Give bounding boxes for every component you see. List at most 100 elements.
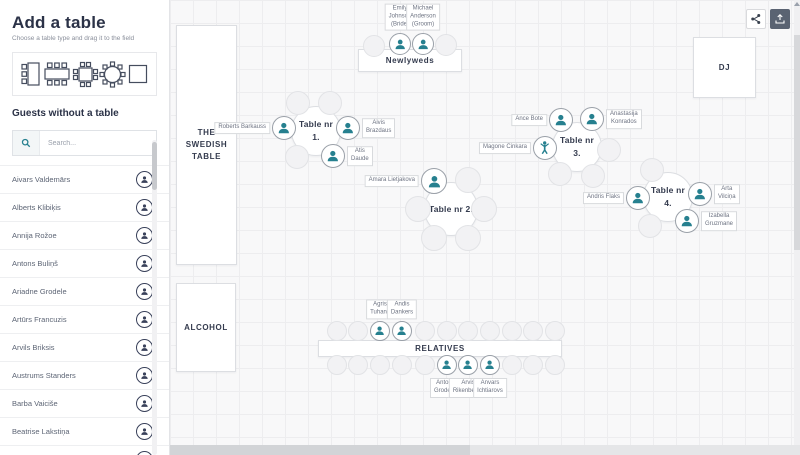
seat-occupied[interactable] — [389, 33, 411, 55]
seat-empty[interactable] — [286, 91, 310, 115]
guest-list-item[interactable]: Arvils Briksis — [0, 334, 169, 362]
guest-list-item[interactable]: Beatrise Lakstiņa — [0, 418, 169, 446]
guest-avatar-icon[interactable] — [136, 283, 153, 300]
floor-plan-canvas[interactable]: THE SWEDISH TABLE Newlyweds DJ ALCOHOL RELAT… — [170, 0, 800, 455]
seat-empty[interactable] — [471, 196, 497, 222]
seat-empty[interactable] — [523, 321, 543, 341]
seat-empty[interactable] — [640, 158, 664, 182]
seat-empty[interactable] — [435, 34, 457, 56]
guest-list-item[interactable]: Alberts Klibiķis — [0, 194, 169, 222]
seat-empty[interactable] — [502, 321, 522, 341]
seat-occupied[interactable] — [321, 144, 345, 168]
vertical-scrollbar[interactable] — [794, 0, 800, 445]
guest-list-item[interactable]: Antons Buliņš — [0, 250, 169, 278]
seat-empty[interactable] — [455, 167, 481, 193]
seat-empty[interactable] — [548, 162, 572, 186]
seat-empty[interactable] — [502, 355, 522, 375]
seat-occupied[interactable] — [688, 182, 712, 206]
guest-avatar-icon[interactable] — [136, 171, 153, 188]
seat-empty[interactable] — [638, 214, 662, 238]
table-shape-vertical-rect[interactable] — [20, 61, 42, 87]
guest-avatar-icon[interactable] — [136, 255, 153, 272]
table-swedish-table[interactable]: THE SWEDISH TABLE — [176, 25, 237, 265]
person-icon — [395, 39, 405, 49]
page-title: Add a table — [12, 13, 106, 32]
person-icon — [463, 360, 473, 370]
seat-empty[interactable] — [421, 225, 447, 251]
seat-occupied[interactable] — [458, 355, 478, 375]
guest-list-item[interactable]: Artūrs Francuzis — [0, 306, 169, 334]
seat-empty[interactable] — [318, 91, 342, 115]
seat-empty[interactable] — [285, 145, 309, 169]
seat-empty[interactable] — [327, 321, 347, 341]
sidebar-scrollbar-thumb[interactable] — [152, 142, 157, 190]
seat-empty[interactable] — [455, 225, 481, 251]
table-shape-horizontal-rect[interactable] — [43, 61, 71, 87]
table-shape-square[interactable] — [72, 61, 99, 88]
seat-occupied[interactable] — [336, 116, 360, 140]
guest-avatar-icon[interactable] — [136, 367, 153, 384]
guest-name: Antons Buliņš — [12, 259, 58, 268]
guest-list-item[interactable]: Ariadne Grodele — [0, 278, 169, 306]
scroll-up-arrow-icon[interactable] — [794, 2, 800, 6]
seat-empty[interactable] — [405, 196, 431, 222]
guest-name: Alberts Klibiķis — [12, 203, 61, 212]
seat-empty[interactable] — [415, 355, 435, 375]
seat-empty[interactable] — [597, 138, 621, 162]
table-shape-plain-square[interactable] — [127, 61, 149, 87]
guest-avatar-icon[interactable] — [136, 423, 153, 440]
guest-avatar-icon[interactable] — [136, 227, 153, 244]
guest-list-item[interactable]: Austrums Standers — [0, 362, 169, 390]
seat-empty[interactable] — [415, 321, 435, 341]
seat-occupied[interactable] — [412, 33, 434, 55]
seat-occupied[interactable] — [370, 321, 390, 341]
seat-occupied[interactable] — [437, 355, 457, 375]
seat-empty[interactable] — [545, 321, 565, 341]
table-shape-round[interactable] — [99, 60, 126, 88]
guest-name-label: Arta Vilciņa — [714, 184, 740, 204]
seat-empty[interactable] — [480, 321, 500, 341]
seat-occupied[interactable] — [421, 168, 447, 194]
sidebar-scrollbar[interactable] — [152, 140, 157, 455]
table-alcohol[interactable]: ALCOHOL — [176, 283, 236, 372]
guest-avatar-icon[interactable] — [136, 199, 153, 216]
export-button[interactable] — [770, 9, 790, 29]
table-label: THE SWEDISH TABLE — [185, 128, 228, 161]
horizontal-scrollbar-thumb[interactable] — [170, 445, 470, 455]
seat-empty[interactable] — [348, 321, 368, 341]
share-button[interactable] — [746, 9, 766, 29]
table-dj[interactable]: DJ — [693, 37, 756, 98]
seat-empty[interactable] — [348, 355, 368, 375]
horizontal-scrollbar[interactable] — [170, 445, 800, 455]
guest-avatar-icon[interactable] — [136, 451, 153, 455]
guest-list-item[interactable]: Bella Barovske — [0, 446, 169, 455]
seat-occupied[interactable] — [580, 107, 604, 131]
seat-occupied[interactable] — [392, 321, 412, 341]
guest-avatar-icon[interactable] — [136, 395, 153, 412]
seat-empty[interactable] — [581, 164, 605, 188]
vertical-scrollbar-thumb[interactable] — [794, 35, 800, 250]
seat-empty[interactable] — [392, 355, 412, 375]
guest-list-item[interactable]: Annija Rožoe — [0, 222, 169, 250]
seat-empty[interactable] — [363, 35, 385, 57]
guest-avatar-icon[interactable] — [136, 311, 153, 328]
seat-occupied[interactable] — [272, 116, 296, 140]
seat-occupied[interactable] — [675, 209, 699, 233]
seat-empty[interactable] — [545, 355, 565, 375]
search-input[interactable] — [40, 139, 156, 147]
seat-occupied[interactable] — [533, 136, 557, 160]
guest-avatar-icon[interactable] — [136, 339, 153, 356]
seat-empty[interactable] — [327, 355, 347, 375]
seat-occupied[interactable] — [549, 108, 573, 132]
seat-empty[interactable] — [437, 321, 457, 341]
seat-occupied[interactable] — [626, 186, 650, 210]
guest-list-item[interactable]: Aivars Valdemārs — [0, 166, 169, 194]
seat-empty[interactable] — [370, 355, 390, 375]
table-newlyweds[interactable]: Newlyweds — [358, 49, 462, 72]
guest-list-item[interactable]: Barba Vaiciše — [0, 390, 169, 418]
plain-square-table-icon — [128, 64, 148, 84]
seat-empty[interactable] — [458, 321, 478, 341]
seat-occupied[interactable] — [480, 355, 500, 375]
seat-empty[interactable] — [523, 355, 543, 375]
table-label: Table nr 1. — [298, 119, 334, 142]
